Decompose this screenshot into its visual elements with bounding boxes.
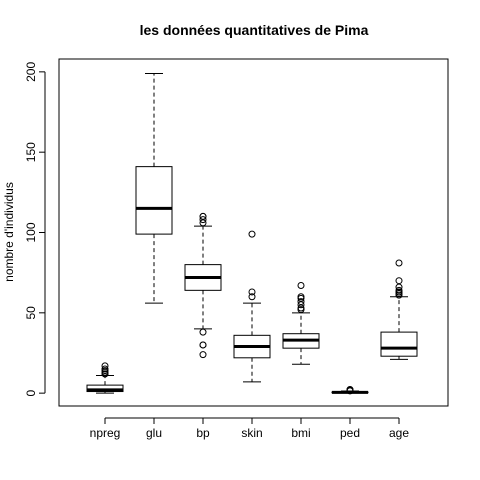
box-iqr [380,331,418,357]
outlier-point [297,282,305,290]
outlier-point [101,362,109,370]
boxes-group [86,72,418,395]
box-iqr [86,384,124,393]
outlier-point [199,341,207,349]
x-tick-label-age: age [389,426,409,440]
box-bmi [282,282,320,365]
box-npreg [86,362,124,394]
outlier-point [346,385,354,393]
box-glu [135,72,173,304]
outlier-point [395,259,403,267]
y-axis-label: nombre d'individus [2,182,16,282]
outlier-point [101,365,109,373]
x-tick-label-ped: ped [340,426,360,440]
y-tick-label: 200 [24,62,38,82]
x-tick-label-bp: bp [196,426,210,440]
box-bp [184,212,222,359]
outlier-point [248,288,256,296]
chart-title: les données quantitatives de Pima [140,22,369,38]
box-iqr [135,166,173,235]
y-tick-label: 150 [24,142,38,162]
y-tick-label: 100 [24,222,38,242]
x-tick-label-glu: glu [146,426,162,440]
x-tick-label-skin: skin [241,426,262,440]
x-tick-label-npreg: npreg [90,426,121,440]
outlier-point [199,328,207,336]
outlier-point [297,298,305,306]
x-axis: npreg glu bp skin bmi ped age [90,417,409,440]
outlier-point [248,230,256,238]
box-age [380,259,418,360]
x-tick-label-bmi: bmi [291,426,310,440]
outlier-point [199,216,207,224]
outlier-point [297,293,305,301]
outlier-point [248,293,256,301]
y-tick-label: 50 [24,306,38,320]
box-skin [233,230,271,383]
outlier-point [199,351,207,359]
outlier-point [199,212,207,220]
y-axis: 0 50 100 150 200 [24,62,46,396]
plot-frame [58,58,449,407]
outlier-point [395,277,403,285]
y-tick-label: 0 [24,389,38,396]
box-ped [331,385,369,395]
outlier-point [395,286,403,294]
